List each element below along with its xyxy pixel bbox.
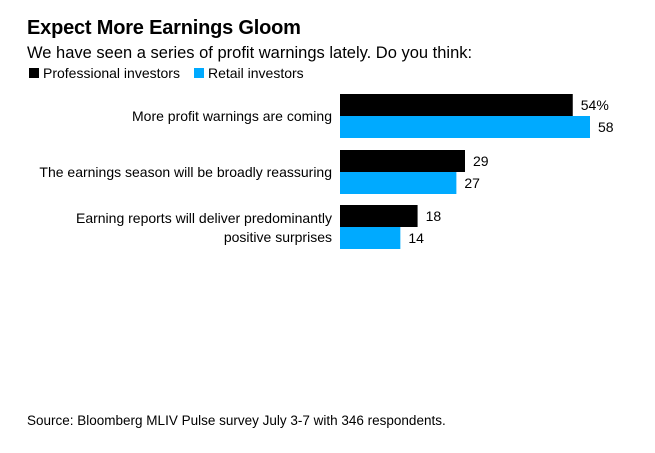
bar-retail: [340, 227, 401, 249]
value-label: 18: [426, 208, 442, 224]
chart-subtitle: We have seen a series of profit warnings…: [27, 44, 473, 62]
legend-item-professional: Professional investors: [29, 65, 180, 81]
category-label: The earnings season will be broadly reas…: [39, 164, 332, 180]
value-label: 58: [598, 119, 614, 135]
legend-swatch-retail: [193, 68, 204, 78]
bar-professional: [340, 205, 418, 227]
bar-professional: [340, 94, 573, 116]
legend: Professional investors Retail investors: [29, 65, 318, 81]
value-label: 54%: [581, 97, 609, 113]
legend-swatch-professional: [29, 68, 39, 78]
source-note: Source: Bloomberg MLIV Pulse survey July…: [27, 413, 446, 428]
value-label: 14: [408, 230, 424, 246]
category-label: More profit warnings are coming: [132, 108, 332, 124]
bar-retail: [340, 172, 457, 194]
legend-item-retail: Retail investors: [193, 65, 304, 81]
value-label: 27: [464, 175, 480, 191]
legend-label-professional: Professional investors: [43, 65, 180, 81]
bar-professional: [340, 150, 465, 172]
value-label: 29: [473, 153, 489, 169]
category-label: Earning reports will deliver predominant…: [76, 210, 332, 245]
bar-retail: [340, 116, 590, 138]
legend-label-retail: Retail investors: [207, 65, 304, 81]
chart-title: Expect More Earnings Gloom: [27, 17, 301, 39]
